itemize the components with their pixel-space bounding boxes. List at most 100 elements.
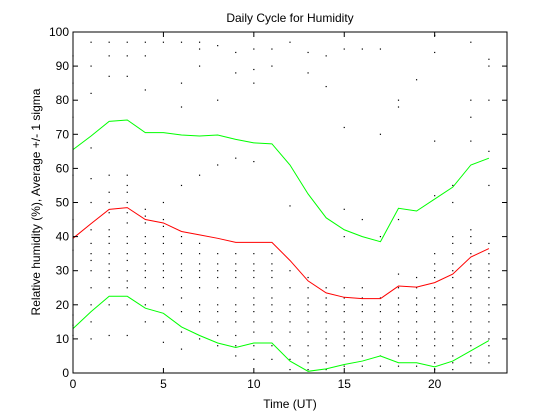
observation-point: [434, 51, 436, 54]
observation-point: [180, 106, 183, 108]
observation-point: [108, 55, 110, 57]
observation-point: [415, 355, 418, 357]
observation-point: [108, 242, 110, 245]
observation-point: [108, 270, 110, 272]
observation-point: [325, 55, 327, 57]
observation-point: [470, 140, 472, 142]
observation-point: [271, 311, 273, 313]
observation-point: [126, 236, 128, 238]
observation-point: [488, 311, 490, 313]
observation-point: [90, 259, 92, 262]
observation-point: [235, 270, 237, 272]
observation-point: [90, 270, 92, 272]
observation-point: [434, 362, 436, 364]
observation-point: [379, 338, 382, 340]
observation-point: [90, 229, 92, 231]
observation-point: [108, 276, 110, 279]
y-tick-label: 60: [56, 161, 70, 175]
observation-point: [144, 55, 146, 57]
x-axis-ticks: 0 5 10 15 20: [70, 32, 442, 391]
observation-point: [325, 368, 327, 371]
observation-point: [488, 242, 490, 245]
observation-point: [180, 263, 183, 265]
observation-point: [180, 236, 183, 238]
observation-point: [289, 311, 291, 313]
observation-point: [434, 355, 436, 357]
observation-point: [198, 65, 201, 67]
observation-point: [144, 304, 146, 306]
observation-point: [488, 297, 490, 299]
observation-point: [415, 345, 418, 347]
observation-point: [325, 85, 327, 88]
observation-point: [361, 311, 363, 313]
observation-point: [126, 41, 128, 43]
observation-point: [470, 263, 472, 265]
observation-point: [415, 331, 418, 333]
observation-point: [361, 287, 363, 289]
observation-point: [180, 348, 183, 350]
observation-point: [180, 287, 183, 289]
observation-point: [415, 365, 418, 367]
observation-point: [470, 297, 472, 299]
observation-point: [397, 297, 400, 299]
observation-point: [108, 212, 110, 214]
y-tick-label: 80: [56, 93, 70, 107]
observation-point: [217, 164, 219, 166]
observation-point: [126, 287, 128, 289]
observation-point: [162, 270, 165, 272]
observation-point: [289, 368, 291, 371]
observation-point: [217, 304, 219, 306]
observation-point: [325, 297, 327, 299]
observation-point: [162, 253, 165, 255]
observation-point: [198, 48, 201, 50]
observation-point: [343, 345, 345, 347]
observation-point: [271, 287, 273, 289]
observation-point: [90, 41, 92, 43]
observation-point: [434, 270, 436, 272]
observation-point: [108, 191, 110, 193]
observation-point: [488, 362, 490, 364]
observation-point: [90, 147, 92, 149]
observation-point: [307, 368, 309, 371]
observation-point: [253, 331, 255, 333]
observation-point: [253, 270, 255, 272]
observation-point: [307, 331, 309, 333]
observation-point: [307, 51, 309, 54]
observation-point: [144, 276, 146, 279]
series-line-average: [72, 207, 490, 300]
observation-point: [198, 304, 201, 306]
observation-point: [198, 263, 201, 265]
observation-point: [126, 304, 128, 306]
observation-point: [361, 297, 363, 299]
observation-point: [488, 276, 490, 279]
observation-point: [235, 157, 237, 159]
observation-point: [253, 253, 255, 255]
observation-point: [415, 79, 418, 81]
observation-point: [379, 345, 382, 347]
observation-point: [379, 311, 382, 313]
observation-point: [162, 287, 165, 289]
observation-point: [271, 345, 273, 347]
observation-point: [289, 345, 291, 347]
observation-point: [253, 311, 255, 313]
observation-point: [379, 331, 382, 333]
observation-point: [126, 270, 128, 272]
observation-point: [126, 334, 128, 337]
observation-point: [144, 253, 146, 255]
observation-point: [217, 334, 219, 337]
observation-point: [198, 242, 201, 245]
observation-point: [253, 321, 255, 323]
observation-point: [470, 229, 472, 231]
observation-point: [397, 273, 400, 275]
observation-point: [253, 297, 255, 299]
observation-point: [90, 242, 92, 245]
observation-point: [415, 287, 418, 289]
x-tick-label: 15: [338, 377, 352, 391]
observation-point: [198, 41, 201, 43]
observation-point: [488, 338, 490, 340]
observation-point: [144, 215, 146, 217]
observation-point: [379, 133, 382, 135]
y-tick-label: 0: [62, 366, 69, 380]
observation-point: [307, 311, 309, 313]
